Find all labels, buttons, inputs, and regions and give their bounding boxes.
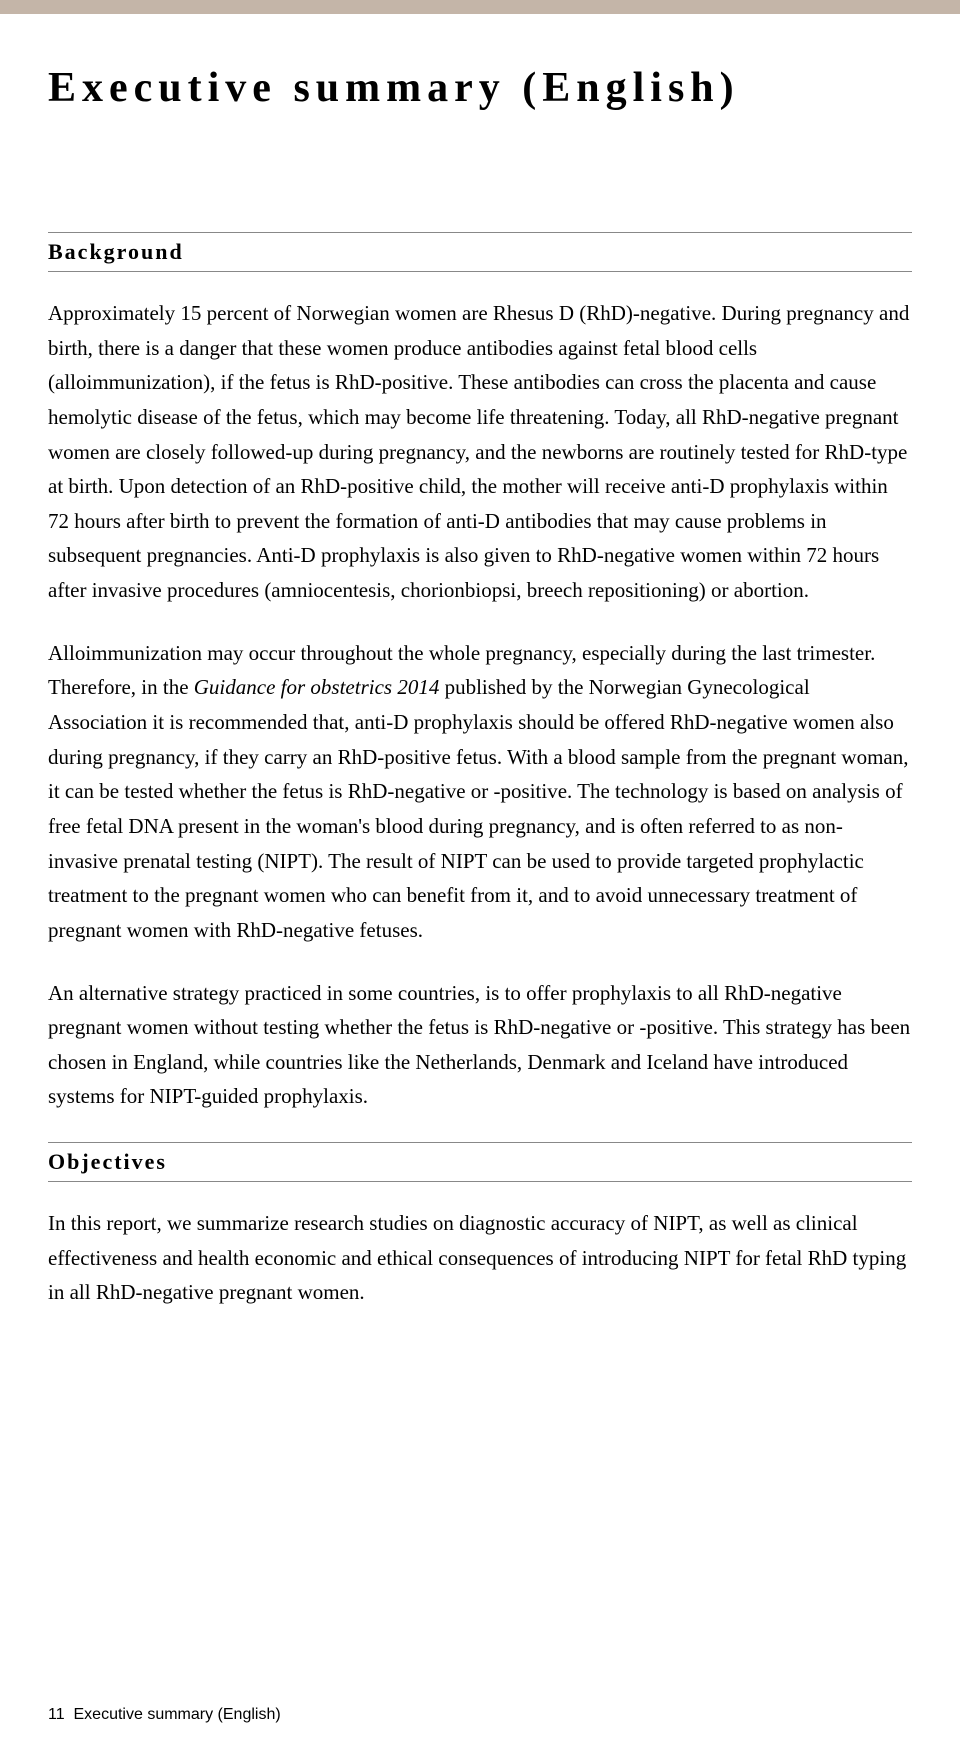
p2-part-b: published by the Norwegian Gynecological… <box>48 675 909 941</box>
page-content: Executive summary (English) Background A… <box>0 14 960 1310</box>
footer-page-number: 11 <box>48 1706 65 1723</box>
p2-italic-title: Guidance for obstetrics 2014 <box>194 675 440 699</box>
footer-label-exec: Executive <box>74 1706 148 1723</box>
page-title: Executive summary (English) <box>48 64 912 112</box>
background-paragraph-3: An alternative strategy practiced in som… <box>48 976 912 1115</box>
section-heading-background: Background <box>48 232 912 272</box>
page-footer: 11 Executive summary (English) <box>48 1706 281 1724</box>
footer-label-rest: summary (English) <box>147 1706 280 1723</box>
objectives-paragraph-1: In this report, we summarize research st… <box>48 1206 912 1310</box>
top-accent-bar <box>0 0 960 14</box>
background-paragraph-1: Approximately 15 percent of Norwegian wo… <box>48 296 912 608</box>
section-heading-objectives: Objectives <box>48 1142 912 1182</box>
background-paragraph-2: Alloimmunization may occur throughout th… <box>48 636 912 948</box>
